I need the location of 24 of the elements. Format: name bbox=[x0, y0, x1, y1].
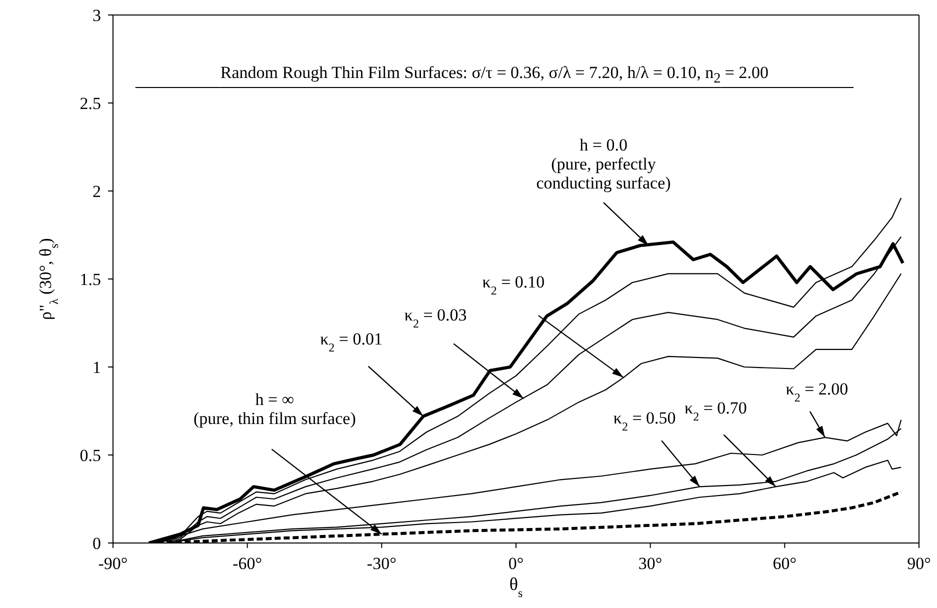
x-tick-label: 90° bbox=[907, 554, 931, 573]
y-tick-label: 2.5 bbox=[80, 94, 101, 113]
y-tick-label: 3 bbox=[92, 6, 101, 25]
y-tick-label: 0 bbox=[92, 534, 101, 553]
x-tick-label: 0° bbox=[508, 554, 524, 573]
text: Random Rough Thin Film Surfaces: σ/τ = 0.36, σ/λ = 7.20, h/λ = 0.10, n$_{2}$ = 2.00 bbox=[220, 63, 768, 87]
x-tick-label: 30° bbox=[638, 554, 662, 573]
annotation: h = ∞ (pure, thin film surface) bbox=[193, 390, 356, 428]
y-tick-label: 1.5 bbox=[80, 270, 101, 289]
y-tick-label: 1 bbox=[92, 358, 101, 377]
annotation: κ$_{2}$ = 2.00 bbox=[786, 379, 848, 404]
annotation: κ$_{2}$ = 0.50 bbox=[613, 408, 676, 434]
annotation: κ$_{2}$ = 0.01 bbox=[320, 329, 383, 354]
x-tick-label: -90° bbox=[98, 554, 128, 573]
y-tick-label: 0.5 bbox=[80, 446, 101, 465]
annotation: κ$_{2}$ = 0.03 bbox=[404, 306, 467, 331]
annotation: h = 0.0 (pure, perfectly conducting surface) bbox=[536, 136, 671, 193]
y-tick-label: 2 bbox=[92, 182, 101, 201]
x-tick-label: -30° bbox=[366, 554, 396, 573]
x-tick-label: 60° bbox=[772, 554, 797, 573]
x-tick-label: -60° bbox=[232, 554, 262, 573]
annotation: κ$_{2}$ = 0.70 bbox=[684, 398, 747, 424]
annotation: κ$_{2}$ = 0.10 bbox=[482, 272, 545, 298]
x-axis-title: θ$_{s}$ bbox=[509, 574, 523, 600]
